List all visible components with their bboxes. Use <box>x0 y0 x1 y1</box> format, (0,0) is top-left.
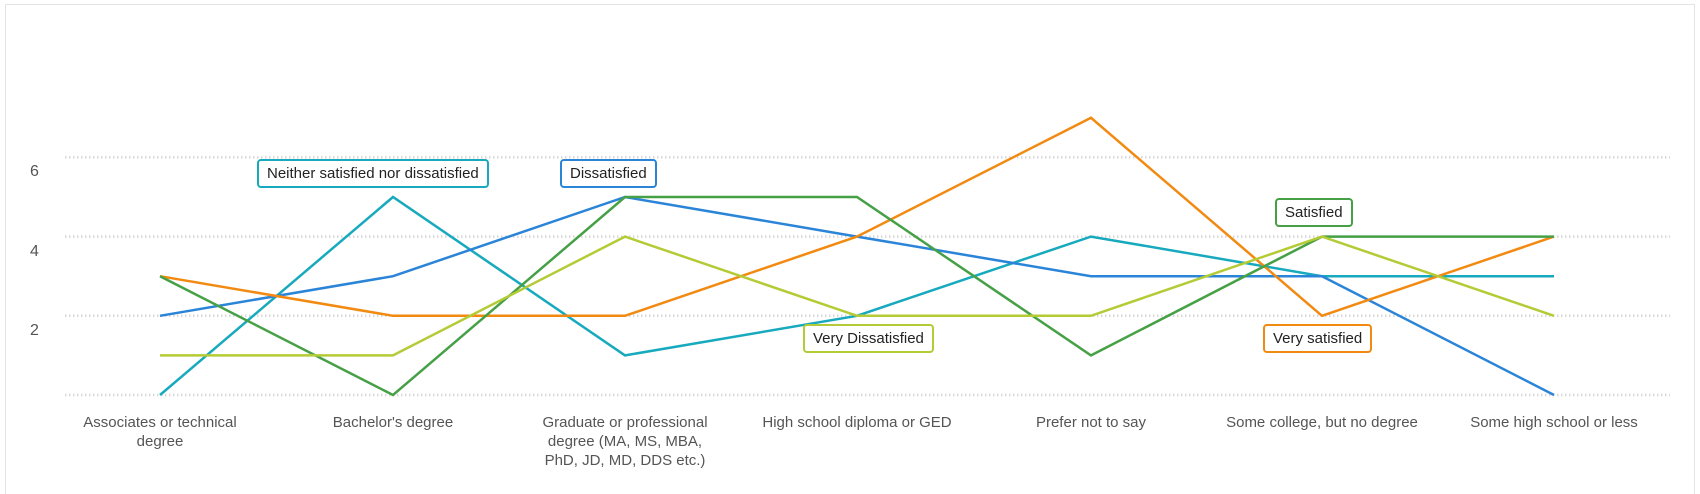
series-label-satisfied: Satisfied <box>1275 198 1353 227</box>
x-tick-label: High school diploma or GED <box>762 414 952 431</box>
y-tick-label: 4 <box>30 243 39 260</box>
x-tick-label: Some high school or less <box>1470 414 1638 431</box>
x-tick-label: Graduate or professional degree (MA, MS,… <box>542 414 708 469</box>
y-tick-label: 6 <box>30 163 39 180</box>
series-label-very-dissatisfied: Very Dissatisfied <box>803 324 934 353</box>
chart-frame <box>5 4 1695 494</box>
series-label-dissatisfied: Dissatisfied <box>560 159 657 188</box>
y-tick-label: 2 <box>30 322 39 339</box>
series-line-4 <box>160 235 1555 357</box>
x-tick-label: Bachelor's degree <box>332 414 454 431</box>
series-label-neither: Neither satisfied nor dissatisfied <box>257 159 489 188</box>
series-line-2 <box>159 116 1555 318</box>
x-tick-label: Some college, but no degree <box>1226 414 1418 431</box>
x-tick-label: Associates or technical degree <box>83 414 237 450</box>
x-tick-label: Prefer not to say <box>1035 414 1147 431</box>
series-label-very-satisfied: Very satisfied <box>1263 324 1373 353</box>
